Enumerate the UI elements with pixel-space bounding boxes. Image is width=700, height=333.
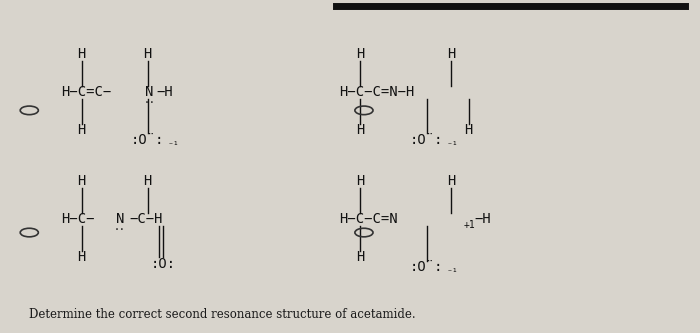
Text: −H: −H: [474, 212, 491, 226]
Text: H: H: [78, 47, 86, 61]
Text: H−C−C=N−H: H−C−C=N−H: [340, 85, 415, 99]
Text: H: H: [447, 174, 455, 188]
Text: ⁻¹: ⁻¹: [446, 141, 458, 151]
Text: N: N: [145, 85, 153, 99]
Text: H: H: [144, 47, 152, 61]
Text: H: H: [78, 250, 86, 264]
Text: ⁻¹: ⁻¹: [167, 141, 179, 151]
Text: H: H: [356, 174, 365, 188]
Text: H: H: [144, 174, 152, 188]
Text: −H: −H: [156, 85, 173, 99]
Text: :O:: :O:: [150, 257, 176, 271]
Text: +1: +1: [463, 220, 475, 230]
Text: ··: ··: [114, 225, 126, 235]
Text: Determine the correct second resonance structure of acetamide.: Determine the correct second resonance s…: [29, 308, 416, 321]
Text: H: H: [464, 123, 473, 137]
Text: H−C=C−: H−C=C−: [61, 85, 111, 99]
Text: :Ö:: :Ö:: [410, 133, 443, 147]
Text: H: H: [78, 174, 86, 188]
Text: :Ö:: :Ö:: [410, 260, 443, 274]
Text: H: H: [78, 123, 86, 137]
Text: H−C−: H−C−: [61, 212, 94, 226]
Text: H: H: [447, 47, 455, 61]
Text: H: H: [356, 47, 365, 61]
Text: −C−H: −C−H: [129, 212, 162, 226]
Text: ··: ··: [144, 98, 155, 108]
Text: :Ö:: :Ö:: [131, 133, 164, 147]
Text: ⁻¹: ⁻¹: [446, 268, 458, 278]
Text: N: N: [116, 212, 124, 226]
Text: H: H: [356, 250, 365, 264]
Text: H−C−C=N: H−C−C=N: [340, 212, 398, 226]
Text: H: H: [356, 123, 365, 137]
